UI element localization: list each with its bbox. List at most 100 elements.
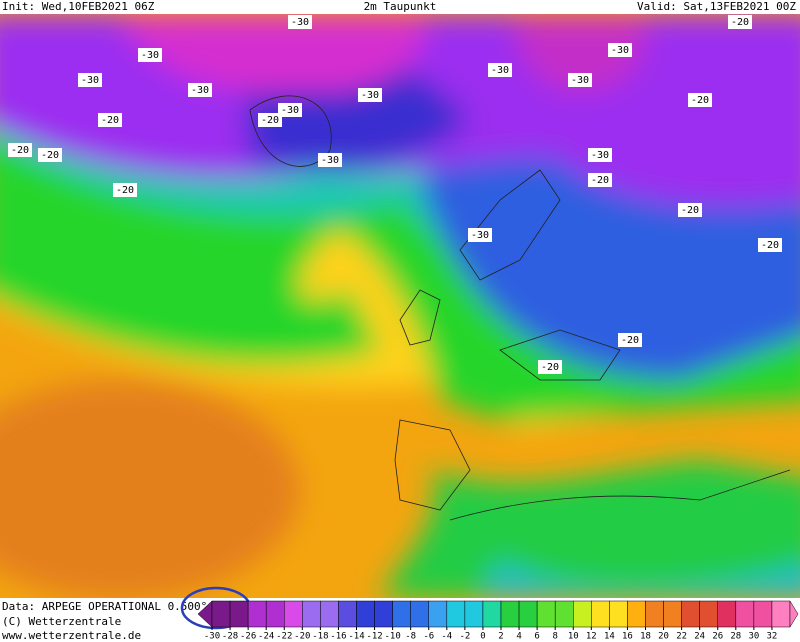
contour-label: -30 [611, 45, 629, 56]
colorbar-segment [229, 600, 249, 628]
contour-label-box [188, 83, 212, 97]
colorbar-segment [609, 600, 628, 628]
colorbar-segment [681, 600, 700, 628]
colorbar-segment [500, 600, 520, 628]
colorbar-label: -10 [384, 632, 400, 642]
data-source: Data: ARPEGE OPERATIONAL 0.500° [2, 600, 207, 613]
colorbar-segment [302, 600, 321, 628]
contour-label: -30 [141, 50, 159, 61]
colorbar-label: -14 [348, 632, 364, 642]
contour-label: -30 [281, 105, 299, 116]
colorbar-segment [663, 600, 682, 628]
colorbar-label: 2 [498, 632, 503, 642]
contour-label-box [468, 228, 492, 242]
colorbar-label: 22 [676, 632, 687, 642]
colorbar-label: 8 [552, 632, 557, 642]
contour-label: -20 [731, 17, 749, 28]
contour-labels: -30 -30 -30 -30 -20 -30 -30 -20 -30 -20 -20 -30 -20 -… [8, 15, 782, 374]
colorbar-label: -18 [312, 632, 328, 642]
colorbar-segment [247, 600, 267, 628]
contour-label-box [258, 113, 282, 127]
colorbar-segment [374, 600, 393, 628]
colorbar-label: -20 [294, 632, 310, 642]
colorbar-label: 20 [658, 632, 669, 642]
contour-label: -30 [361, 90, 379, 101]
colorbar-label: -4 [441, 632, 452, 642]
contour-label: -30 [491, 65, 509, 76]
colorbar-label: 4 [516, 632, 521, 642]
colorbar-label: -2 [459, 632, 470, 642]
contour-label-box [358, 88, 382, 102]
colorbar-label: 14 [604, 632, 615, 642]
contour-label: -30 [291, 17, 309, 28]
colorbar-label: 32 [767, 632, 778, 642]
contour-label-box [608, 43, 632, 57]
colorbar-segment [320, 600, 339, 628]
colorbar-segment [464, 600, 484, 628]
colorbar-segment [717, 600, 737, 628]
colorbar-segment [771, 600, 791, 628]
copyright: (C) Wetterzentrale [2, 615, 121, 628]
colorbar-label: -12 [366, 632, 382, 642]
colorbar-segment [645, 600, 664, 628]
contour-label: -30 [321, 155, 339, 166]
contour-label-box [688, 93, 712, 107]
map-title: 2m Taupunkt [364, 0, 437, 13]
contour-label-box [538, 360, 562, 374]
colorbar-segment [338, 600, 357, 628]
contour-label: -20 [116, 185, 134, 196]
colorbar-segment [536, 600, 556, 628]
colorbar-label: 26 [712, 632, 723, 642]
colorbar-segment [428, 600, 448, 628]
colorbar-label: -6 [423, 632, 434, 642]
contour-label-box [138, 48, 162, 62]
colorbar-segment [392, 600, 411, 628]
contour-label-box [488, 63, 512, 77]
colorbar-label: -22 [276, 632, 292, 642]
contour-label-box [98, 113, 122, 127]
colorbar-label: -24 [258, 632, 274, 642]
contour-label-box [113, 183, 137, 197]
contour-label: -20 [681, 205, 699, 216]
colorbar-end [789, 600, 799, 628]
colorbar-label: -28 [222, 632, 238, 642]
contour-label-box [618, 333, 642, 347]
contour-label: -20 [691, 95, 709, 106]
colorbar-label: -16 [330, 632, 346, 642]
colorbar-label: -8 [405, 632, 416, 642]
colorbar-label: 0 [480, 632, 485, 642]
contour-label: -20 [41, 150, 59, 161]
contour-label-box [38, 148, 62, 162]
colorbar-label: 10 [568, 632, 579, 642]
colorbar-label: 28 [730, 632, 741, 642]
contour-label: -30 [191, 85, 209, 96]
colorbar-segment [446, 600, 466, 628]
contour-label: -20 [761, 240, 779, 251]
contour-label-box [78, 73, 102, 87]
contour-label-box [758, 238, 782, 252]
contour-label-box [588, 148, 612, 162]
colorbar-label: 6 [534, 632, 539, 642]
colorbar-segment [591, 600, 610, 628]
colorbar-segment [482, 600, 502, 628]
colorbar-label: 18 [640, 632, 651, 642]
contour-label-box [568, 73, 592, 87]
colorbar-label: 30 [748, 632, 759, 642]
colorbar-label: -26 [240, 632, 256, 642]
colorbar-segment [699, 600, 718, 628]
valid-time: Valid: Sat,13FEB2021 00Z [637, 0, 796, 13]
colorbar-label: -30 [204, 632, 220, 642]
colorbar: -30 -28 -26 -24 -22 -20 -18 -16 -14 -12 -10 -8 -6 -4-… [197, 600, 799, 642]
colorbar-segment [554, 600, 574, 628]
contour-label: -20 [101, 115, 119, 126]
url: www.wetterzentrale.de [2, 629, 141, 642]
contour-label-box [588, 173, 612, 187]
init-time: Init: Wed,10FEB2021 06Z [2, 0, 155, 13]
contour-label-box [278, 103, 302, 117]
contour-label: -30 [591, 150, 609, 161]
map: -30 -30 -30 -30 -20 -30 -30 -20 -30 -20 -20 -30 -20 -… [0, 14, 800, 598]
contour-label-box [728, 15, 752, 29]
colorbar-segment [735, 600, 755, 628]
